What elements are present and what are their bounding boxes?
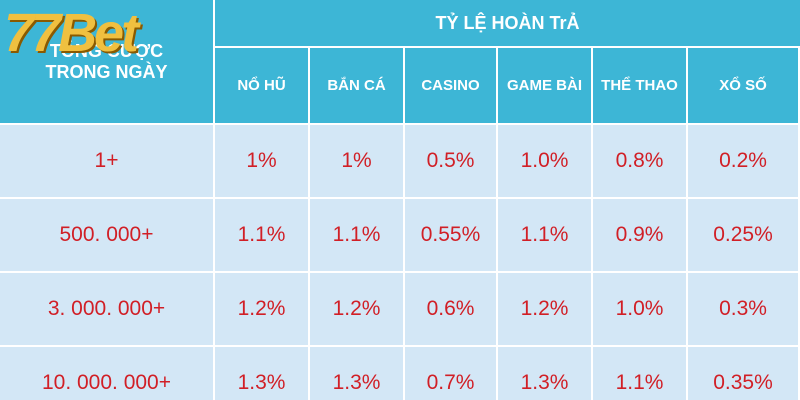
rate-cell: 1.1% bbox=[310, 199, 403, 271]
logo: 77Bet bbox=[4, 3, 139, 63]
rate-cell: 0.6% bbox=[405, 273, 496, 345]
rate-cell: 0.25% bbox=[688, 199, 798, 271]
rate-cell: 0.3% bbox=[688, 273, 798, 345]
rate-cell: 1.1% bbox=[593, 347, 686, 400]
column-header: CASINO bbox=[405, 48, 496, 123]
rate-cell: 1% bbox=[215, 125, 308, 197]
rate-cell: 1.1% bbox=[215, 199, 308, 271]
group-header: TỶ LỆ HOÀN TrẢ bbox=[215, 0, 800, 46]
row-header: 10. 000. 000+ bbox=[0, 347, 213, 400]
column-header: BẮN CÁ bbox=[310, 48, 403, 123]
rate-cell: 0.8% bbox=[593, 125, 686, 197]
row-header: 3. 000. 000+ bbox=[0, 273, 213, 345]
rate-cell: 1.0% bbox=[498, 125, 591, 197]
rate-cell: 1.2% bbox=[215, 273, 308, 345]
rate-cell: 1.2% bbox=[498, 273, 591, 345]
rate-cell: 1.0% bbox=[593, 273, 686, 345]
corner-header-line: TỔNG CƯỢC bbox=[49, 40, 164, 61]
rate-cell: 0.5% bbox=[405, 125, 496, 197]
rate-cell: 0.9% bbox=[593, 199, 686, 271]
rate-cell: 1.3% bbox=[310, 347, 403, 400]
corner-header-line: TRONG NGÀY bbox=[45, 61, 168, 82]
column-header: NỔ HŨ bbox=[215, 48, 308, 123]
rate-cell: 1% bbox=[310, 125, 403, 197]
corner-header: TỔNG CƯỢC TRONG NGÀY bbox=[0, 0, 213, 123]
rate-cell: 1.3% bbox=[215, 347, 308, 400]
column-header: THỂ THAO bbox=[593, 48, 686, 123]
row-header: 500. 000+ bbox=[0, 199, 213, 271]
rate-cell: 0.35% bbox=[688, 347, 798, 400]
rate-cell: 0.2% bbox=[688, 125, 798, 197]
rate-cell: 1.2% bbox=[310, 273, 403, 345]
rate-cell: 0.55% bbox=[405, 199, 496, 271]
rate-cell: 1.3% bbox=[498, 347, 591, 400]
row-header: 1+ bbox=[0, 125, 213, 197]
column-header: GAME BÀI bbox=[498, 48, 591, 123]
rate-cell: 0.7% bbox=[405, 347, 496, 400]
rate-cell: 1.1% bbox=[498, 199, 591, 271]
column-header: XỔ SỐ bbox=[688, 48, 798, 123]
